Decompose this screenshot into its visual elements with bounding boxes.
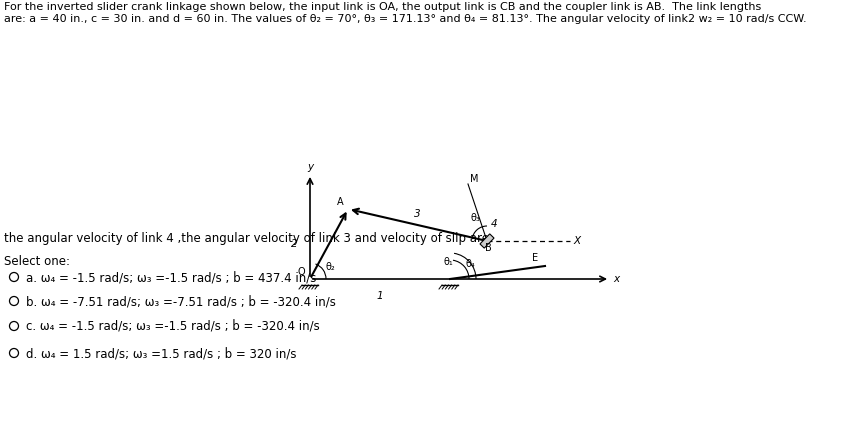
Text: b. ω₄ = -7.51 rad/s; ω₃ =-7.51 rad/s ; ḃ = -320.4 in/s: b. ω₄ = -7.51 rad/s; ω₃ =-7.51 rad/s ; ḃ… — [26, 296, 336, 309]
Text: θ₃: θ₃ — [470, 213, 480, 223]
Text: θ₂: θ₂ — [326, 262, 336, 272]
Text: are: a = 40 in., c = 30 in. and d = 60 in. The values of θ₂ = 70°, θ₃ = 171.13° : are: a = 40 in., c = 30 in. and d = 60 i… — [4, 14, 807, 24]
Text: 2: 2 — [291, 239, 298, 249]
Text: the angular velocity of link 4 ,the angular velocity of link 3 and velocity of s: the angular velocity of link 4 ,the angu… — [4, 232, 493, 245]
Text: B: B — [484, 243, 491, 253]
Polygon shape — [480, 234, 494, 248]
Text: a. ω₄ = -1.5 rad/s; ω₃ =-1.5 rad/s ; ḃ = 437.4 in/s: a. ω₄ = -1.5 rad/s; ω₃ =-1.5 rad/s ; ḃ =… — [26, 272, 317, 285]
Text: For the inverted slider crank linkage shown below, the input link is OA, the out: For the inverted slider crank linkage sh… — [4, 2, 762, 12]
Text: y: y — [307, 162, 313, 172]
Text: θ₁: θ₁ — [443, 257, 453, 267]
Text: d. ω₄ = 1.5 rad/s; ω₃ =1.5 rad/s ; ḃ = 320 in/s: d. ω₄ = 1.5 rad/s; ω₃ =1.5 rad/s ; ḃ = 3… — [26, 348, 296, 361]
Text: 3: 3 — [414, 209, 420, 219]
Text: 1: 1 — [377, 291, 383, 301]
Text: A: A — [337, 197, 344, 207]
Text: Select one:: Select one: — [4, 255, 70, 268]
Text: E: E — [532, 253, 538, 263]
Text: c. ω₄ = -1.5 rad/s; ω₃ =-1.5 rad/s ; ḃ = -320.4 in/s: c. ω₄ = -1.5 rad/s; ω₃ =-1.5 rad/s ; ḃ =… — [26, 321, 320, 334]
Text: M: M — [470, 174, 478, 184]
Text: X: X — [573, 236, 580, 246]
Text: θ₄: θ₄ — [466, 259, 476, 269]
Text: x: x — [613, 274, 620, 284]
Text: 4: 4 — [491, 219, 498, 229]
Text: O: O — [297, 267, 305, 277]
